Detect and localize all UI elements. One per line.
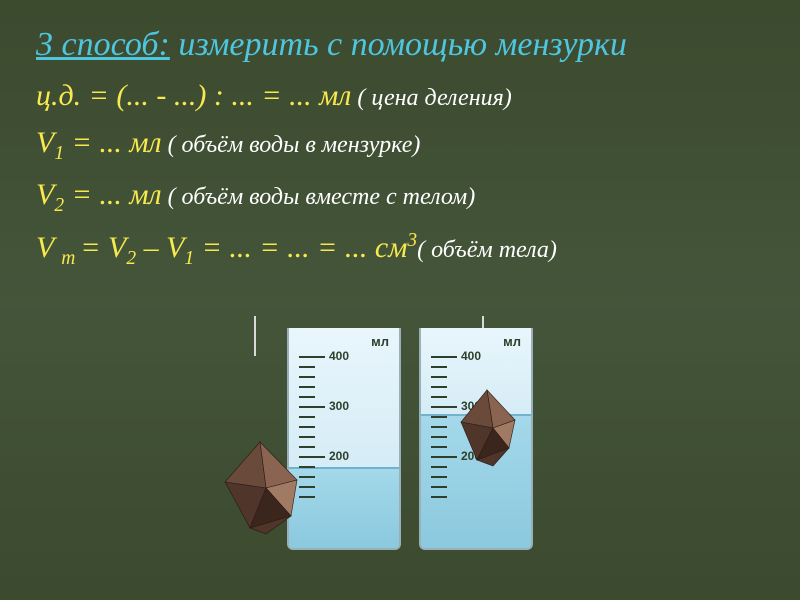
vt-y2: = V [80,231,126,264]
cylinder-left-wrap: 200300400 мл [287,328,401,550]
vt-subt: т [61,248,80,269]
unit-label-left: мл [371,334,389,349]
v1-sub: 1 [54,143,64,164]
cylinder-right-wrap: 200300400 мл [419,328,533,550]
title-rest: измерить с помощью мензурки [170,26,627,63]
v1-sym: V [36,126,54,159]
v2-rest: = ... мл [64,178,161,211]
line-v2: V2 = ... мл ( объём воды вместе с телом) [36,176,764,218]
vt-y4: = ... = ... = ... см [194,231,407,264]
vt-sub2: 2 [126,248,136,269]
cd-formula: ц.д. = (... - ...) : ... = ... мл [36,79,351,112]
line-vt: V т = V2 – V1 = ... = ... = ... см3( объ… [36,229,764,271]
vt-y1: V [36,231,61,264]
thread-left [254,316,256,356]
line-v1: V1 = ... мл ( объём воды в мензурке) [36,124,764,166]
line-cd: ц.д. = (... - ...) : ... = ... мл ( цена… [36,77,764,115]
vt-y3: – V [136,231,184,264]
v2-sym: V [36,178,54,211]
cd-comment: ( цена деления) [351,85,511,111]
cylinders-figure: 200300400 мл 200300400 мл [270,328,550,578]
water-left [289,467,399,548]
v2-sub: 2 [54,195,64,216]
vt-comment: ( объём тела) [417,237,557,263]
v1-rest: = ... мл [64,126,161,159]
cylinder-left: 200300400 мл [287,328,401,550]
air-left [289,328,399,469]
water-right [421,414,531,548]
cylinder-right: 200300400 мл [419,328,533,550]
vt-sup3: 3 [407,230,417,251]
v1-comment: ( объём воды в мензурке) [162,132,421,158]
title-line: 3 способ: измерить с помощью мензурки [36,24,764,67]
vt-sub1: 1 [184,248,194,269]
unit-label-right: мл [503,334,521,349]
v2-comment: ( объём воды вместе с телом) [162,184,476,210]
title-method: 3 способ: [36,26,170,63]
